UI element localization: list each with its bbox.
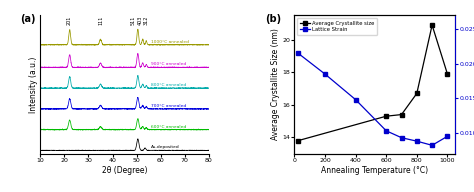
Text: 312: 312 [144,15,149,25]
Lattice Strain [445,135,450,137]
Line: Average Crystallite size: Average Crystallite size [296,23,449,142]
Average Crystallite size [295,139,301,142]
Y-axis label: Intensity (a.u.): Intensity (a.u.) [28,56,37,113]
Average Crystallite size [429,24,435,26]
Lattice Strain [429,144,435,146]
Text: 600°C annealed: 600°C annealed [151,124,186,128]
Text: 1000°C annealed: 1000°C annealed [151,40,189,44]
X-axis label: Annealing Temperature (°C): Annealing Temperature (°C) [321,166,428,175]
Line: Lattice Strain: Lattice Strain [296,51,449,147]
Average Crystallite size [445,73,450,75]
Text: (a): (a) [20,14,36,24]
Lattice Strain [414,140,419,142]
Lattice Strain [295,52,301,55]
Y-axis label: Average Crystallite Size (nm): Average Crystallite Size (nm) [271,29,280,140]
Text: 900°C annealed: 900°C annealed [151,62,186,66]
Text: 511: 511 [130,15,136,25]
Lattice Strain [353,98,358,101]
Average Crystallite size [399,113,404,116]
Text: 800°C annealed: 800°C annealed [151,83,186,87]
Lattice Strain [399,137,404,139]
Text: 111: 111 [98,15,103,25]
Text: 700°C annealed: 700°C annealed [151,104,186,108]
Lattice Strain [322,73,328,75]
Text: 201: 201 [67,15,72,25]
Legend: Average Crystallite size, Lattice Strain: Average Crystallite size, Lattice Strain [297,18,377,35]
Text: As-deposited: As-deposited [151,145,180,149]
Average Crystallite size [383,115,389,117]
Average Crystallite size [414,92,419,95]
Text: 403: 403 [138,15,143,25]
Lattice Strain [383,130,389,132]
Text: (b): (b) [265,14,282,24]
X-axis label: 2θ (Degree): 2θ (Degree) [102,166,147,175]
